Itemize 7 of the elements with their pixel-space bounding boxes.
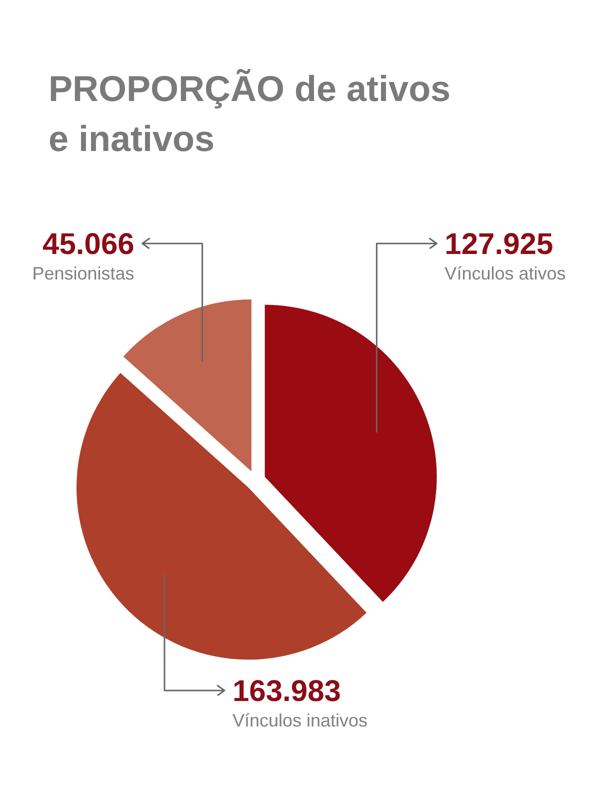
data-label: 163.983 — [232, 675, 341, 708]
chart-title: PROPORÇÃO de ativos e inativos — [48, 68, 451, 159]
slice-label: Pensionistas — [32, 264, 134, 284]
data-label: 127.925 — [444, 228, 554, 261]
slice-label: Vínculos inativos — [232, 710, 368, 730]
data-label: 45.066 — [42, 228, 134, 261]
slice-label: Vínculos ativos — [444, 264, 566, 284]
